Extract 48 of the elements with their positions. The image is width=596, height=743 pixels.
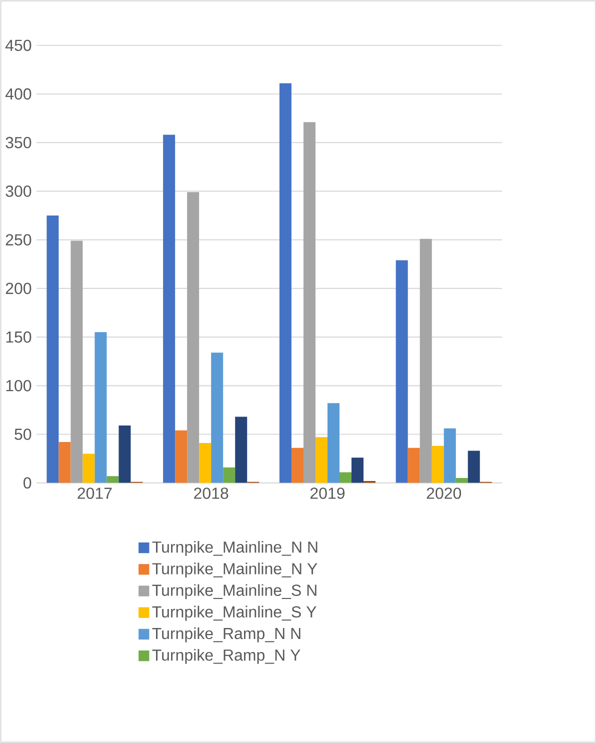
legend-label: Turnpike_Mainline_S Y — [152, 606, 316, 621]
bar — [162, 134, 175, 483]
bar — [222, 467, 235, 483]
bar — [408, 448, 420, 483]
bar — [468, 450, 480, 483]
y-tick-label: 150 — [6, 331, 32, 343]
bar — [351, 458, 364, 483]
bar — [339, 472, 352, 483]
bar — [234, 416, 247, 483]
x-tick-label: 2018 — [194, 488, 228, 499]
bar — [118, 426, 131, 483]
y-tick-label: 200 — [6, 282, 32, 294]
bar — [58, 442, 71, 483]
y-tick-label: 100 — [6, 380, 32, 392]
y-tick-label: 250 — [6, 234, 32, 246]
bar — [174, 430, 187, 483]
bar — [106, 476, 119, 483]
legend-label: Turnpike_Mainline_N Y — [152, 562, 318, 578]
legend-label: Turnpike_Ramp_N N — [152, 627, 300, 642]
bar — [186, 192, 199, 483]
legend-label: Turnpike_Mainline_N N — [152, 541, 318, 556]
x-tick-label: 2017 — [78, 488, 112, 499]
bar — [291, 448, 304, 483]
bar — [303, 122, 316, 483]
y-tick-label: 450 — [5, 40, 32, 52]
bar — [420, 238, 432, 483]
legend-label: Turnpike_Mainline_S N — [152, 584, 316, 600]
bar — [46, 216, 59, 483]
bar — [456, 478, 468, 483]
bar — [82, 454, 95, 483]
legend-label: Turnpike_Ramp_N Y — [152, 649, 300, 664]
y-tick-label: 50 — [14, 428, 32, 440]
y-tick-label: 0 — [23, 477, 32, 489]
y-tick-label: 400 — [5, 88, 32, 100]
bar — [444, 428, 456, 483]
bar — [315, 437, 328, 483]
bar — [396, 260, 408, 483]
y-tick-label: 300 — [6, 186, 32, 197]
bar — [70, 240, 83, 483]
bar — [327, 403, 340, 483]
x-tick-label: 2020 — [426, 488, 461, 499]
x-tick-label: 2019 — [310, 488, 344, 499]
bar — [94, 332, 107, 483]
bar — [279, 83, 292, 483]
bar — [210, 352, 223, 483]
bar — [198, 443, 211, 483]
y-tick-label: 350 — [6, 136, 32, 148]
bar — [432, 446, 444, 483]
